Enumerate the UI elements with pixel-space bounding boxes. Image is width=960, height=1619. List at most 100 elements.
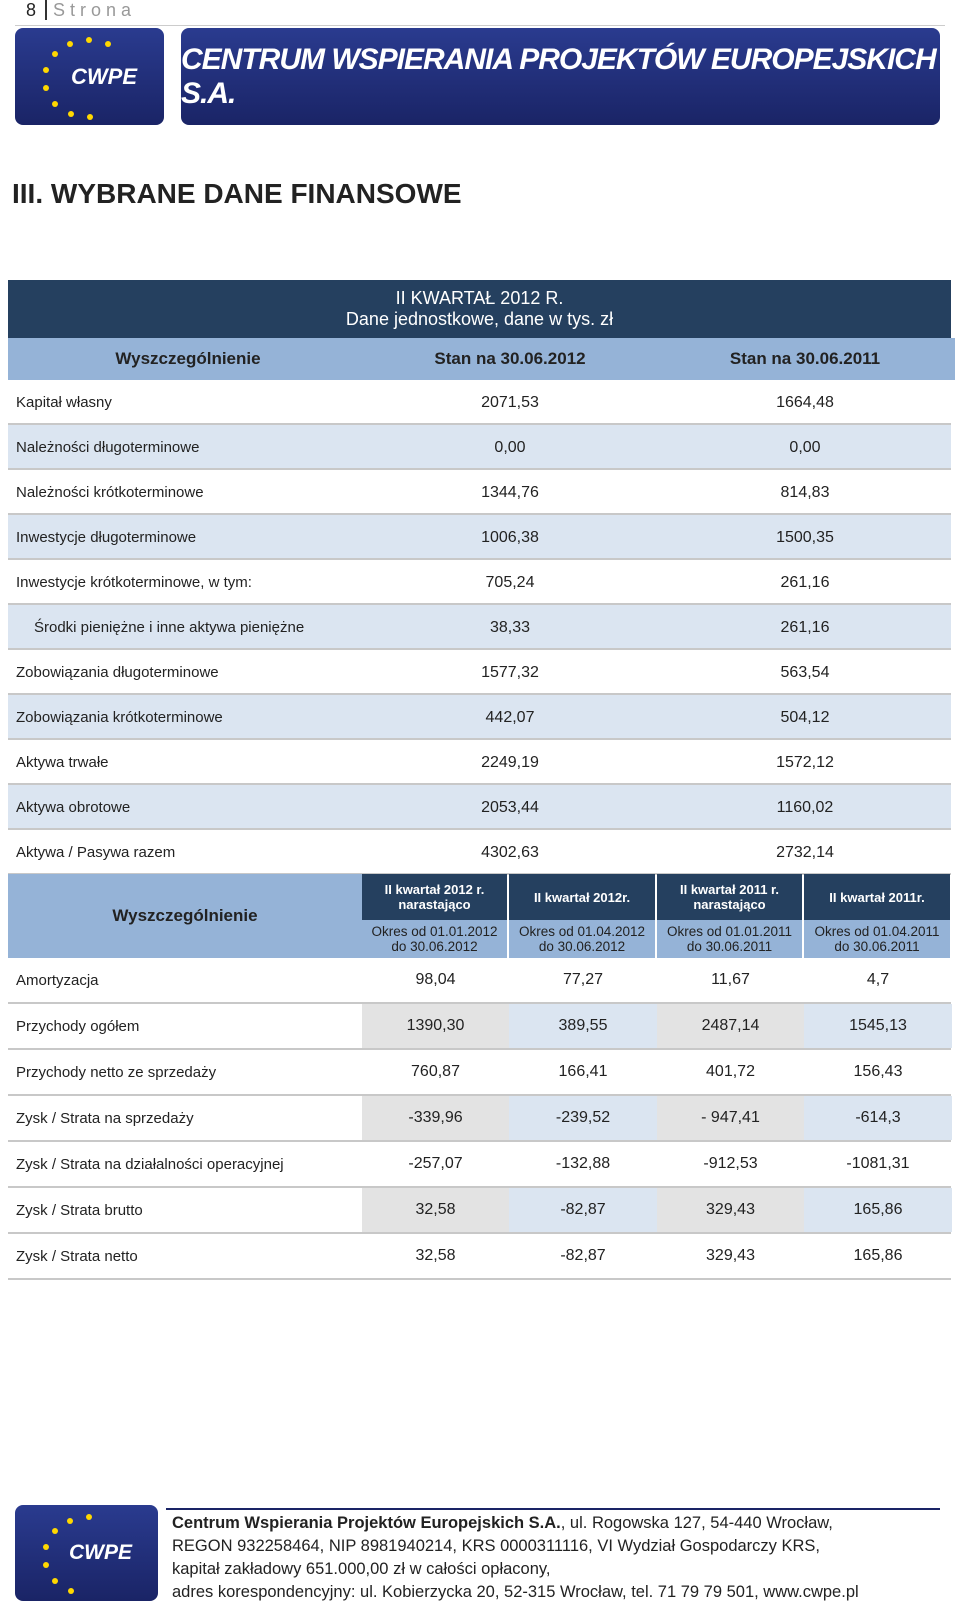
footer-line: kapitał zakładowy 651.000,00 zł w całośc… <box>172 1560 551 1578</box>
row-label: Należności krótkoterminowe <box>16 484 204 501</box>
row-label: Aktywa trwałe <box>16 754 109 771</box>
row-label: Należności długoterminowe <box>16 439 200 456</box>
cell-value: 814,83 <box>780 483 830 501</box>
footer-line: adres korespondencyjny: ul. Kobierzycka … <box>172 1583 859 1601</box>
cell-value: 2053,44 <box>481 798 539 816</box>
page-number: 8 <box>26 0 37 20</box>
cell-value: 38,33 <box>489 618 531 636</box>
row-bg <box>8 1050 951 1096</box>
cell-value: 32,58 <box>415 1247 456 1264</box>
cell-value: - 947,41 <box>657 1096 804 1140</box>
row-label: Zobowiązania krótkoterminowe <box>16 709 223 726</box>
cell-value: -239,52 <box>509 1096 657 1140</box>
logo-box: CWPE <box>15 28 164 125</box>
cell-value: 261,16 <box>780 573 830 591</box>
cell-value: 11,67 <box>711 971 750 988</box>
cell-value: -82,87 <box>509 1188 657 1232</box>
label-header: Wyszczególnienie <box>8 874 362 958</box>
cell-value: 165,86 <box>853 1247 903 1264</box>
row-label: Aktywa obrotowe <box>16 799 131 816</box>
cell-value: 1500,35 <box>776 528 834 546</box>
footer-text: Centrum Wspierania Projektów Europejskic… <box>172 1512 859 1604</box>
column-title: II kwartał 2011 r. narastająco <box>657 874 802 920</box>
cell-value: 32,58 <box>362 1188 509 1232</box>
table-title: II KWARTAŁ 2012 R. <box>395 288 564 308</box>
cell-value: 2487,14 <box>657 1004 804 1048</box>
cell-value: 760,87 <box>411 1063 460 1080</box>
column-period-line: do 30.06.2011 <box>686 939 773 954</box>
cell-value: 156,43 <box>853 1063 903 1080</box>
section-title: III. WYBRANE DANE FINANSOWE <box>12 178 462 209</box>
footer-logo: CWPE <box>15 1505 158 1601</box>
footer-rule <box>166 1508 940 1510</box>
column-period-line: Okres od 01.04.2011 <box>814 924 940 939</box>
row-label: Zysk / Strata netto <box>16 1247 138 1265</box>
logo-stars <box>43 37 111 120</box>
cell-value: 166,41 <box>558 1063 608 1080</box>
row-bg <box>8 1004 951 1050</box>
row-bg <box>8 1188 951 1234</box>
footer-company: Centrum Wspierania Projektów Europejskic… <box>172 1514 561 1532</box>
column-period: Okres od 01.01.2012 do 30.06.2012 <box>362 920 507 958</box>
banner-text: CENTRUM WSPIERANIA PROJEKTÓW EUROPEJSKIC… <box>181 42 937 110</box>
column-period-line: Okres od 01.04.2012 <box>518 924 646 939</box>
column-title: II kwartał 2012r. <box>509 874 655 920</box>
cell-value: 98,04 <box>415 971 456 988</box>
cell-value: 1577,32 <box>481 663 539 681</box>
column-title-line: II kwartał 2012 r. <box>384 882 485 897</box>
cell-value: 165,86 <box>804 1188 952 1232</box>
row-label: Inwestycje długoterminowe <box>16 529 197 546</box>
cell-value: -912,53 <box>703 1155 758 1172</box>
rule <box>15 25 945 26</box>
logo-text: CWPE <box>71 64 137 89</box>
footer-line: Centrum Wspierania Projektów Europejskic… <box>172 1512 859 1535</box>
row-bg <box>8 1096 951 1142</box>
cell-value: 0,00 <box>494 438 526 456</box>
cell-value: 2732,14 <box>776 843 834 861</box>
column-period-line: do 30.06.2012 <box>538 939 626 954</box>
row-label: Przychody ogółem <box>16 1017 140 1035</box>
cell-value: 77,27 <box>562 971 604 988</box>
cell-value: -339,96 <box>362 1096 509 1140</box>
cell-value: 504,12 <box>780 708 830 726</box>
table-subtitle: Dane jednostkowe, dane w tys. zł <box>345 309 614 329</box>
cell-value: 401,72 <box>706 1063 755 1080</box>
column-period: Okres od 01.01.2011 do 30.06.2011 <box>657 920 802 958</box>
column-header: Stan na 30.06.2012 <box>360 338 660 380</box>
cell-value: 1390,30 <box>362 1004 509 1048</box>
cell-value: 4302,63 <box>481 843 539 861</box>
row-label: Inwestycje krótkoterminowe, w tym: <box>16 574 252 591</box>
column-title: II kwartał 2012 r. narastająco <box>362 874 507 920</box>
cell-value: 1664,48 <box>776 393 834 411</box>
page-label: Strona <box>45 0 137 20</box>
row-label: Zysk / Strata na sprzedaży <box>16 1109 194 1127</box>
row-label: Środki pieniężne i inne aktywa pieniężne <box>34 619 305 636</box>
cell-value: 705,24 <box>485 573 535 591</box>
row-label: Aktywa / Pasywa razem <box>16 844 176 861</box>
row-label: Kapitał własny <box>16 394 112 411</box>
column-title-line: narastająco <box>693 897 766 912</box>
footer-address: , ul. Rogowska 127, 54-440 Wrocław, <box>560 1514 833 1532</box>
footer-logo-stars <box>43 1514 92 1594</box>
row-label: Zysk / Strata brutto <box>16 1201 143 1219</box>
column-title-line: II kwartał 2012r. <box>533 889 631 905</box>
column-header: Wyszczególnienie <box>8 338 368 380</box>
cell-value: 1006,38 <box>481 528 539 546</box>
column-period-line: Okres od 01.01.2012 <box>371 924 498 939</box>
cell-value: 563,54 <box>780 663 830 681</box>
row-bg <box>8 425 951 470</box>
row-bg <box>8 515 951 560</box>
row-bg <box>8 470 951 515</box>
cell-value: 1572,12 <box>776 753 834 771</box>
row-bg <box>8 785 951 830</box>
column-title-line: II kwartał 2011 r. <box>679 882 780 897</box>
column-period: Okres od 01.04.2012 do 30.06.2012 <box>509 920 655 958</box>
row-bg <box>8 740 951 785</box>
row-label: Zysk / Strata na działalności operacyjne… <box>16 1155 284 1173</box>
row-bg <box>8 695 951 740</box>
column-period-line: Okres od 01.01.2011 <box>666 924 793 939</box>
row-label: Przychody netto ze sprzedaży <box>16 1063 217 1081</box>
cell-value: 329,43 <box>706 1247 755 1264</box>
row-bg <box>8 380 951 425</box>
